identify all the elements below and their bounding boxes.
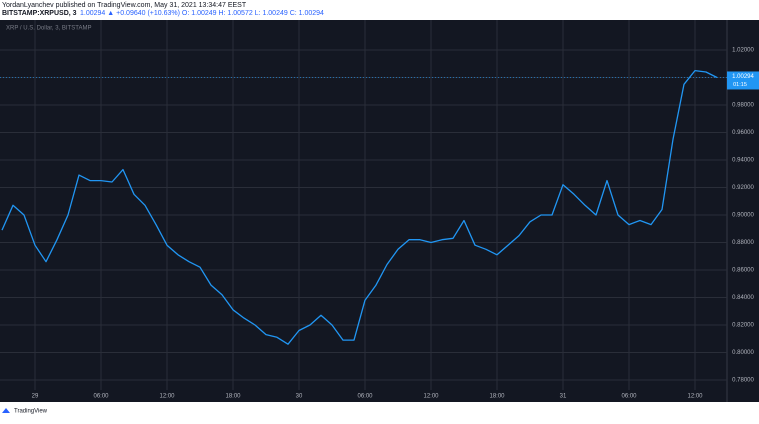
x-tick-label: 31 <box>560 394 567 400</box>
author-line: YordanLyanchev published on TradingView.… <box>2 2 247 9</box>
y-tick-label: 0.98000 <box>732 103 754 109</box>
last-price-box <box>727 71 759 90</box>
y-tick-label: 0.78000 <box>732 378 754 384</box>
y-tick-label: 0.84000 <box>732 295 754 301</box>
last-price-label: 1.00294 <box>732 74 754 80</box>
brand-logo <box>2 408 10 413</box>
price-line <box>1 69 718 345</box>
x-tick-label: 12:00 <box>423 394 439 400</box>
footer-brand: TradingView <box>14 409 48 415</box>
y-tick-label: 0.86000 <box>732 268 754 274</box>
x-tick-label: 06:00 <box>357 394 373 400</box>
chart-title: XRP / U.S. Dollar, 3, BITSTAMP <box>6 26 91 32</box>
x-tick-label: 18:00 <box>489 394 505 400</box>
y-tick-label: 0.96000 <box>732 130 754 136</box>
x-tick-label: 06:00 <box>621 394 637 400</box>
x-tick-label: 06:00 <box>93 394 109 400</box>
chart-background <box>0 20 759 402</box>
y-tick-label: 0.82000 <box>732 323 754 329</box>
x-tick-label: 30 <box>296 394 303 400</box>
y-tick-label: 0.92000 <box>732 185 754 191</box>
symbol: BITSTAMP:XRPUSD, 3 <box>2 10 77 17</box>
y-tick-label: 0.94000 <box>732 158 754 164</box>
y-tick-label: 0.90000 <box>732 213 754 219</box>
x-tick-label: 12:00 <box>687 394 703 400</box>
y-tick-label: 1.02000 <box>732 48 754 54</box>
quote: 1.00294 ▲ +0.09640 (+10.63%) O: 1.00249 … <box>80 10 324 17</box>
y-tick-label: 0.80000 <box>732 350 754 356</box>
x-tick-label: 12:00 <box>159 394 175 400</box>
x-tick-label: 29 <box>32 394 39 400</box>
x-tick-label: 18:00 <box>225 394 241 400</box>
countdown-label: 01:15 <box>733 82 747 88</box>
y-tick-label: 0.88000 <box>732 240 754 246</box>
